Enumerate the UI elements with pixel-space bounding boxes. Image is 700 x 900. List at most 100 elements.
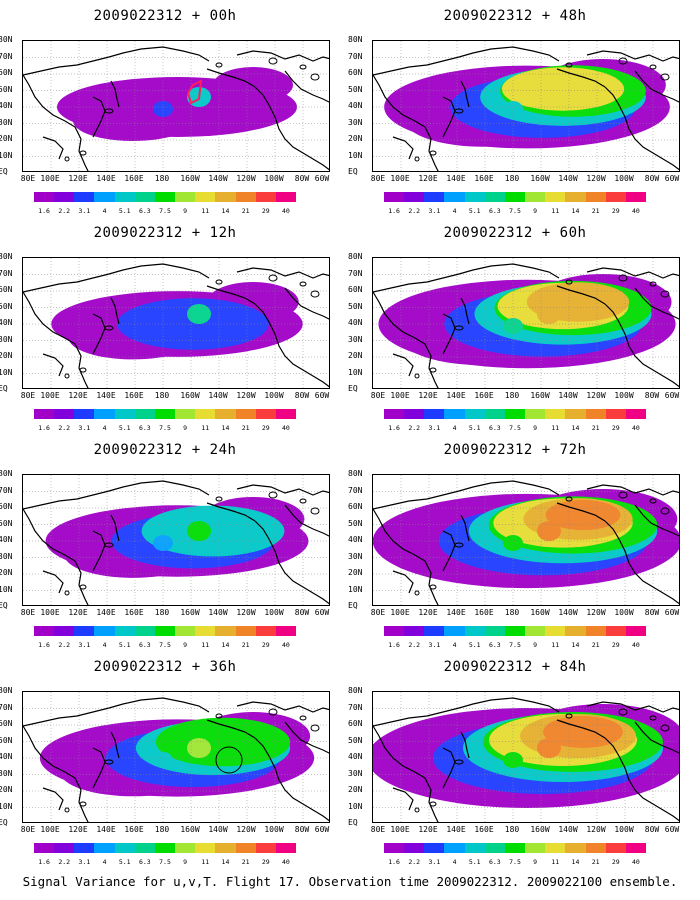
lon-label: 100E: [40, 391, 60, 400]
lat-label: EQ: [348, 601, 358, 610]
coastline: [392, 787, 414, 811]
lon-label: 140W: [208, 174, 228, 183]
colorbar-swatch: [134, 409, 155, 419]
colorbar-swatch: [605, 626, 626, 636]
island: [268, 274, 278, 282]
island: [618, 57, 628, 65]
lon-label: 160E: [474, 174, 494, 183]
island: [268, 708, 278, 716]
island: [429, 150, 437, 156]
colorbar-label: 11: [551, 641, 560, 649]
island: [565, 279, 573, 285]
island: [299, 498, 307, 504]
colorbar-swatch: [134, 843, 155, 853]
lon-label: 140W: [558, 825, 578, 834]
colorbar-swatch: [565, 409, 586, 419]
coastline: [373, 725, 439, 822]
variance-field: [373, 704, 679, 808]
lat-label: 20N: [348, 351, 363, 360]
lat-label: 30N: [0, 768, 13, 778]
variance-contour: [503, 318, 523, 334]
lat-label: 30N: [0, 551, 13, 561]
coastline: [392, 353, 414, 377]
variance-contour: [187, 521, 211, 541]
lon-label: 60W: [314, 174, 330, 183]
lon-label: 80W: [294, 391, 310, 400]
variance-map: [372, 691, 680, 823]
lon-label: 160W: [530, 174, 550, 183]
island: [454, 325, 464, 331]
colorbar-label: 11: [201, 424, 210, 432]
colorbar-swatch: [154, 626, 176, 636]
colorbar-swatch: [444, 192, 465, 202]
lat-label: 20N: [348, 785, 363, 794]
coastlines: [373, 697, 679, 822]
colorbar-swatch: [585, 192, 606, 202]
figure-caption: Signal Variance for u,v,T. Flight 17. Ob…: [22, 874, 678, 889]
coastline: [634, 287, 679, 320]
coastlines: [373, 46, 679, 171]
colorbar-label: 11: [551, 207, 560, 215]
colorbar-swatch: [114, 626, 135, 636]
panel-title: 2009022312 + 36h: [93, 659, 237, 675]
island: [299, 715, 307, 721]
colorbar-swatch: [195, 626, 216, 636]
coastline: [92, 530, 106, 572]
colorbar-label: 4: [452, 207, 457, 215]
coastline: [604, 303, 679, 388]
coastline: [373, 508, 439, 605]
colorbar-label: 29: [261, 424, 270, 432]
lon-label: 180: [504, 608, 520, 617]
island: [310, 507, 320, 515]
island: [79, 584, 87, 590]
island: [618, 708, 628, 716]
colorbar-label: 9: [533, 207, 538, 215]
colorbar-label: 2.2: [58, 858, 71, 866]
colorbar-swatch: [34, 626, 55, 636]
colorbar-swatch: [255, 626, 276, 636]
colorbar-swatch: [235, 843, 256, 853]
island: [104, 325, 114, 331]
lon-label: 100E: [390, 174, 410, 183]
lon-label: 120W: [586, 608, 606, 617]
colorbar-swatch: [545, 626, 566, 636]
colorbar-label: 5.1: [468, 424, 481, 432]
lat-label: 40N: [348, 101, 363, 110]
colorbar-label: 2.2: [58, 424, 71, 432]
colorbar-label: 7.5: [159, 858, 171, 866]
island: [429, 801, 437, 807]
panel-title: 2009022312 + 00h: [93, 8, 237, 24]
lon-label: 140W: [208, 391, 228, 400]
colorbar-label: 9: [533, 641, 538, 649]
lon-label: 120W: [236, 174, 256, 183]
coastline: [442, 96, 456, 138]
colorbar-swatch: [424, 409, 445, 419]
colorbar-swatch: [384, 843, 405, 853]
lon-label: 120E: [418, 174, 438, 183]
lon-label: 140E: [446, 825, 466, 834]
island: [215, 279, 223, 285]
variance-field: [39, 712, 315, 797]
lon-label: 140E: [96, 391, 116, 400]
lon-label: 80E: [370, 391, 386, 400]
lat-label: 50N: [0, 301, 13, 311]
island: [215, 496, 223, 502]
lon-label: 160W: [530, 391, 550, 400]
lon-label: 120E: [68, 391, 88, 400]
map-svg: [373, 41, 679, 171]
lon-label: 180: [154, 391, 170, 400]
colorbar-label: 7.5: [159, 641, 171, 649]
island: [104, 108, 114, 114]
colorbar-label: 40: [282, 858, 290, 866]
lat-label: 40N: [0, 101, 13, 110]
coastlines: [23, 46, 329, 171]
map-grid: [23, 692, 329, 822]
colorbar-label: 14: [571, 207, 580, 215]
coastline: [460, 514, 470, 542]
island: [649, 715, 657, 721]
map-grid: [373, 258, 679, 388]
variance-map: [372, 257, 680, 389]
island: [215, 713, 223, 719]
lat-label: 40N: [348, 752, 363, 761]
colorbar-label: 6.3: [138, 424, 151, 432]
